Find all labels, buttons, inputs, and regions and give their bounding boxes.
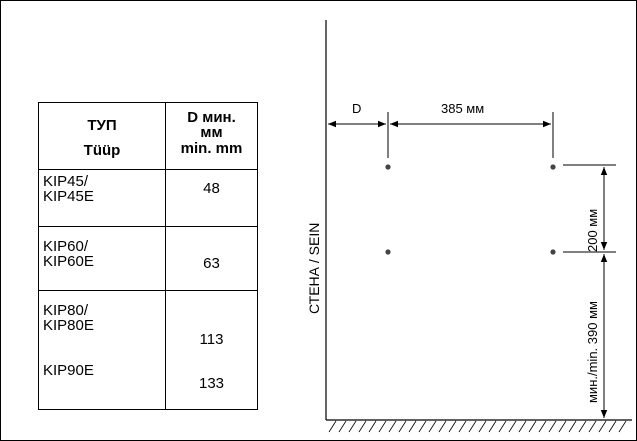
floor-hatching xyxy=(328,420,627,433)
header-type-ru: ТУП xyxy=(87,117,117,134)
mounting-hole-bottom-left xyxy=(385,249,391,255)
row-name-cell: KIP80/ KIP80E KIP90E xyxy=(38,290,166,410)
row-name-line1: KIP80/ xyxy=(43,302,89,319)
mounting-hole-top-left xyxy=(385,164,391,170)
header-d-cell: D мин. мм min. mm xyxy=(165,102,258,170)
wall-label: СТЕНА / SEIN xyxy=(306,223,322,314)
row-value-2: 133 xyxy=(198,375,225,392)
header-d-line1: D мин. xyxy=(187,109,236,126)
header-type-et: Tüüp xyxy=(83,142,121,159)
row-value: 48 xyxy=(203,180,220,197)
row-name-line1: KIP60/ xyxy=(43,238,89,255)
row-name-line2: KIP60E xyxy=(43,253,94,270)
height-label: 200 мм xyxy=(585,209,600,252)
row-name-line2: KIP80E xyxy=(43,317,94,334)
width-label: 385 мм xyxy=(441,101,484,116)
header-d-line2: мм xyxy=(200,124,223,141)
row-value-cell: 48 xyxy=(165,169,258,227)
min-height-label: мин./min. 390 мм xyxy=(585,301,600,403)
mounting-hole-top-right xyxy=(550,164,556,170)
row-name-line2: KIP45E xyxy=(43,188,94,205)
dimensions-table: ТУП Tüüp D мин. мм min. mm KIP45/ KIP45E… xyxy=(38,102,258,410)
header-d-line3: min. mm xyxy=(180,140,243,157)
row-name-cell: KIP60/ KIP60E xyxy=(38,226,166,291)
table-row: KIP80/ KIP80E KIP90E 113 133 xyxy=(38,290,258,410)
table-header-row: ТУП Tüüp D мин. мм min. mm xyxy=(38,102,258,170)
table-row: KIP45/ KIP45E 48 xyxy=(38,169,258,227)
row-value-cell: 113 133 xyxy=(165,290,258,410)
row-value: 113 xyxy=(199,331,224,348)
row-value-cell: 63 xyxy=(165,226,258,291)
row-value: 63 xyxy=(203,255,220,272)
d-label: D xyxy=(352,101,361,116)
row-name-cell: KIP45/ KIP45E xyxy=(38,169,166,227)
row-name-line3: KIP90E xyxy=(43,362,94,379)
mounting-hole-bottom-right xyxy=(550,249,556,255)
table-row: KIP60/ KIP60E 63 xyxy=(38,226,258,291)
row-name-line1: KIP45/ xyxy=(43,173,89,190)
